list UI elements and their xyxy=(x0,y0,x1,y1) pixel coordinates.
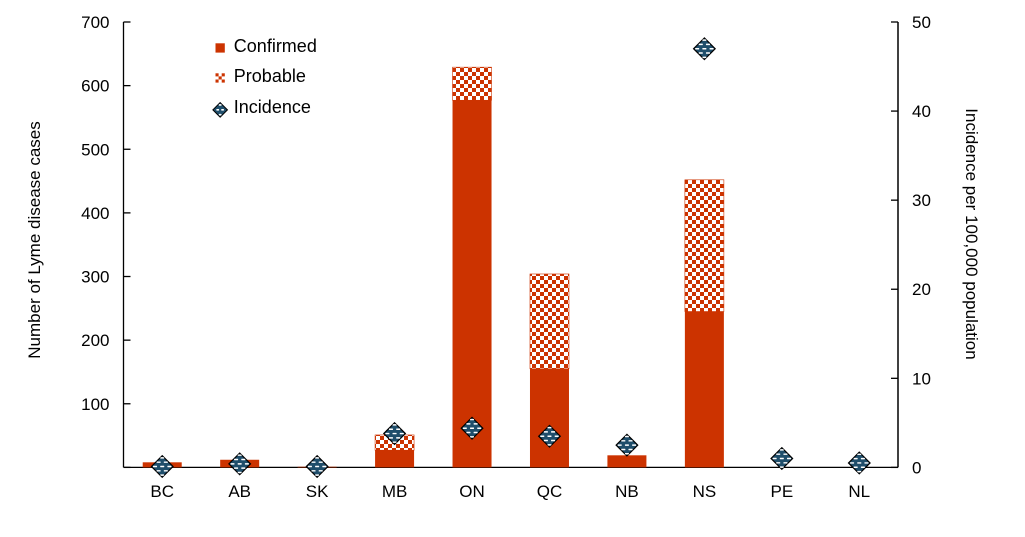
svg-text:Number of Lyme disease cases: Number of Lyme disease cases xyxy=(25,121,44,358)
svg-text:400: 400 xyxy=(81,204,109,223)
svg-text:20: 20 xyxy=(912,280,931,299)
svg-text:SK: SK xyxy=(306,482,329,501)
svg-text:100: 100 xyxy=(81,395,109,414)
svg-text:50: 50 xyxy=(912,13,931,32)
svg-text:Confirmed: Confirmed xyxy=(234,36,317,56)
svg-text:300: 300 xyxy=(81,268,109,287)
svg-text:Incidence per 100,000 populati: Incidence per 100,000 population xyxy=(962,108,981,359)
svg-text:0: 0 xyxy=(912,458,921,477)
svg-text:NB: NB xyxy=(615,482,639,501)
svg-text:Incidence: Incidence xyxy=(234,97,311,117)
svg-text:40: 40 xyxy=(912,102,931,121)
svg-text:700: 700 xyxy=(81,13,109,32)
svg-text:MB: MB xyxy=(382,482,408,501)
svg-text:NL: NL xyxy=(848,482,870,501)
svg-text:500: 500 xyxy=(81,140,109,159)
svg-text:NS: NS xyxy=(693,482,717,501)
svg-text:30: 30 xyxy=(912,191,931,210)
svg-text:Probable: Probable xyxy=(234,66,306,86)
svg-text:ON: ON xyxy=(459,482,485,501)
svg-text:10: 10 xyxy=(912,369,931,388)
svg-text:BC: BC xyxy=(150,482,174,501)
svg-text:PE: PE xyxy=(770,482,793,501)
svg-text:200: 200 xyxy=(81,331,109,350)
svg-text:QC: QC xyxy=(537,482,563,501)
svg-text:AB: AB xyxy=(228,482,251,501)
svg-text:600: 600 xyxy=(81,77,109,96)
